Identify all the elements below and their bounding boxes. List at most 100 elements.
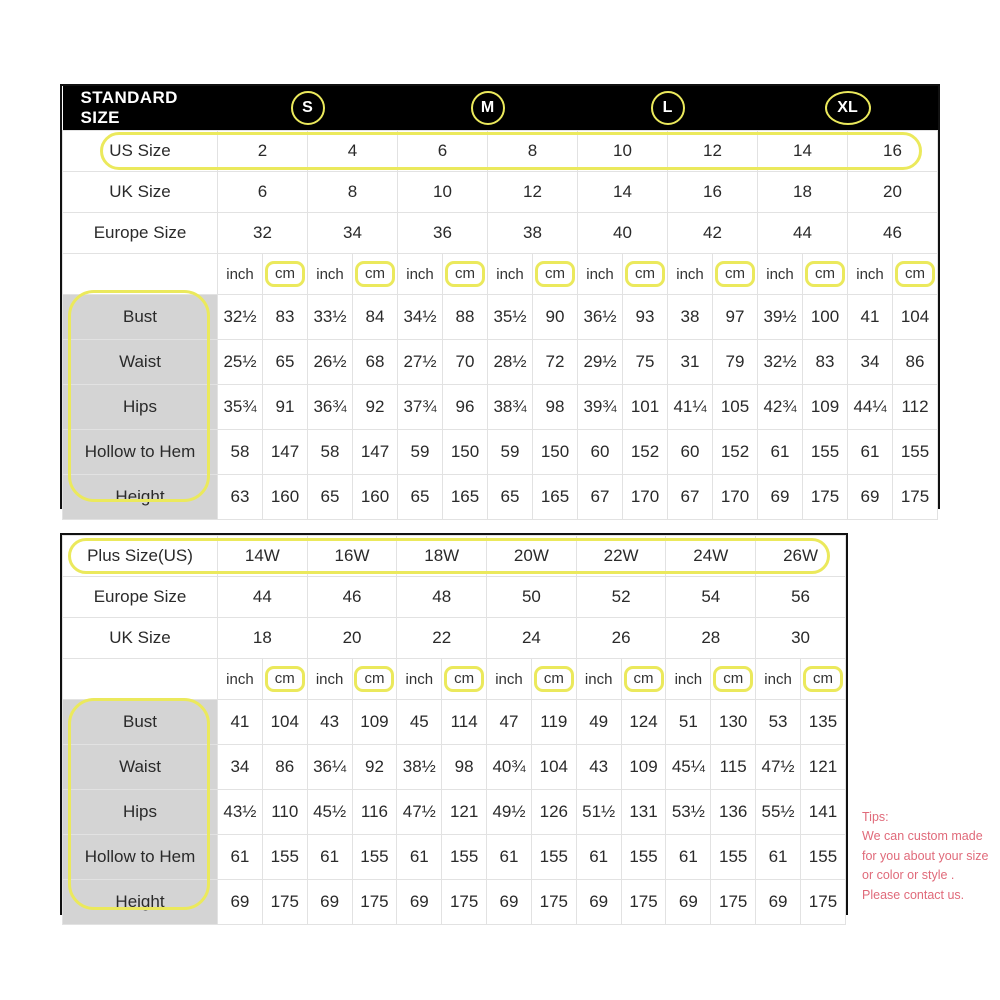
cell-value: 86 <box>261 744 308 790</box>
cell-value: 53 <box>755 699 801 745</box>
cell-value: 147 <box>262 429 308 475</box>
cell-value: 39½ <box>757 294 803 340</box>
cell-value: 116 <box>351 789 398 835</box>
unit-cm-highlight: cm <box>535 260 575 288</box>
cell-value: 165 <box>532 474 578 520</box>
unit-cell-cm: cm <box>261 658 308 700</box>
cell-value: 83 <box>262 294 308 340</box>
unit-cm-highlight: cm <box>264 665 305 693</box>
cell-value: 27½ <box>397 339 443 385</box>
row-label-hips: Hips <box>62 789 218 835</box>
cell-value: 44 <box>757 212 848 254</box>
cell-value: 69 <box>217 879 263 925</box>
cell-value: 42¾ <box>757 384 803 430</box>
cell-value: 155 <box>351 834 398 880</box>
cell-value: 10 <box>577 130 668 172</box>
cell-value: 155 <box>710 834 757 880</box>
cell-value: 50 <box>486 576 577 618</box>
cell-value: 45¼ <box>665 744 712 790</box>
cell-value: 6 <box>217 171 308 213</box>
table-row: Europe Size 44 46 48 50 52 54 56 <box>62 576 846 618</box>
row-label-plus-size-us-: Plus Size(US) <box>62 535 218 577</box>
cell-value: 34 <box>217 744 263 790</box>
size-chip-cell-xl: XL <box>757 86 938 131</box>
cell-value: 16W <box>306 535 398 577</box>
cell-value: 55½ <box>755 789 801 835</box>
tips-note: Tips: We can custom made for you about you… <box>862 808 998 905</box>
cell-value: 97 <box>712 294 758 340</box>
cell-value: 65 <box>487 474 533 520</box>
cell-value: 68 <box>352 339 398 385</box>
size-chip-label: XL <box>837 99 858 116</box>
cell-value: 14W <box>217 535 308 577</box>
cell-value: 69 <box>665 879 712 925</box>
unit-cell-inch: inch <box>575 658 622 700</box>
cell-value: 61 <box>396 834 443 880</box>
cell-value: 175 <box>802 474 848 520</box>
unit-cm-highlight: cm <box>802 665 843 693</box>
unit-cell-inch: inch <box>396 658 443 700</box>
cell-value: 33½ <box>307 294 353 340</box>
cell-value: 155 <box>530 834 577 880</box>
unit-cell-inch: inch <box>667 253 713 295</box>
cell-value: 20W <box>486 535 577 577</box>
cell-value: 69 <box>575 879 622 925</box>
cell-value: 51½ <box>575 789 622 835</box>
unit-cm-highlight: cm <box>445 260 485 288</box>
size-chip-xl: XL <box>824 91 871 125</box>
cell-value: 152 <box>712 429 758 475</box>
table-row: Height 63 160 65 160 65 165 65 165 67 170 67 170 69 17… <box>62 474 938 520</box>
table-row: Plus Size(US) 14W 16W 18W 20W 22W 24W 26W <box>62 535 846 577</box>
cell-value: 121 <box>799 744 847 790</box>
row-label-height: Height <box>62 879 218 925</box>
cell-value: 52 <box>575 576 667 618</box>
cell-value: 20 <box>847 171 938 213</box>
unit-cell-cm: cm <box>262 253 308 295</box>
cell-value: 61 <box>575 834 622 880</box>
row-label-hips: Hips <box>62 384 218 430</box>
row-label-uk-size: UK Size <box>62 171 218 213</box>
plus-size-chart: Plus Size(US) 14W 16W 18W 20W 22W 24W 26W Europe… <box>60 533 848 925</box>
cell-value: 61 <box>847 429 893 475</box>
cell-value: 155 <box>620 834 667 880</box>
unit-cell-inch: inch <box>755 658 801 700</box>
cell-value: 42 <box>667 212 758 254</box>
plus-size-table: Plus Size(US) 14W 16W 18W 20W 22W 24W 26W Europe… <box>62 535 847 925</box>
cell-value: 34½ <box>397 294 443 340</box>
cell-value: 160 <box>262 474 308 520</box>
size-chip-s: S <box>290 91 325 125</box>
cell-value: 41 <box>847 294 893 340</box>
cell-value: 25½ <box>217 339 263 385</box>
cell-value: 175 <box>710 879 757 925</box>
cell-value: 155 <box>441 834 488 880</box>
cell-value: 12 <box>667 130 758 172</box>
cell-value: 155 <box>892 429 938 475</box>
cell-value: 61 <box>757 429 803 475</box>
unit-row-label <box>62 253 218 295</box>
cell-value: 86 <box>892 339 938 385</box>
unit-cm-highlight: cm <box>623 665 664 693</box>
cell-value: 43 <box>575 744 622 790</box>
cell-value: 41 <box>217 699 263 745</box>
cell-value: 98 <box>532 384 578 430</box>
unit-cell-inch: inch <box>217 658 263 700</box>
cell-value: 14 <box>757 130 848 172</box>
size-chip-label: M <box>480 99 495 116</box>
cell-value: 131 <box>620 789 667 835</box>
cell-value: 43½ <box>217 789 263 835</box>
cell-value: 115 <box>710 744 757 790</box>
unit-cell-cm: cm <box>799 658 847 700</box>
cell-value: 63 <box>217 474 263 520</box>
table-row: Bust 41 104 43 109 45 114 47 119 49 124 51 130 53 135 <box>62 699 847 745</box>
cell-value: 46 <box>847 212 938 254</box>
cell-value: 67 <box>667 474 713 520</box>
unit-cm-highlight: cm <box>625 260 665 288</box>
cell-value: 69 <box>396 879 443 925</box>
cell-value: 170 <box>622 474 668 520</box>
unit-cm-highlight: cm <box>444 665 485 693</box>
cell-value: 69 <box>755 879 801 925</box>
cell-value: 26½ <box>307 339 353 385</box>
cell-value: 175 <box>799 879 847 925</box>
cell-value: 114 <box>441 699 488 745</box>
cell-value: 30 <box>755 617 846 659</box>
